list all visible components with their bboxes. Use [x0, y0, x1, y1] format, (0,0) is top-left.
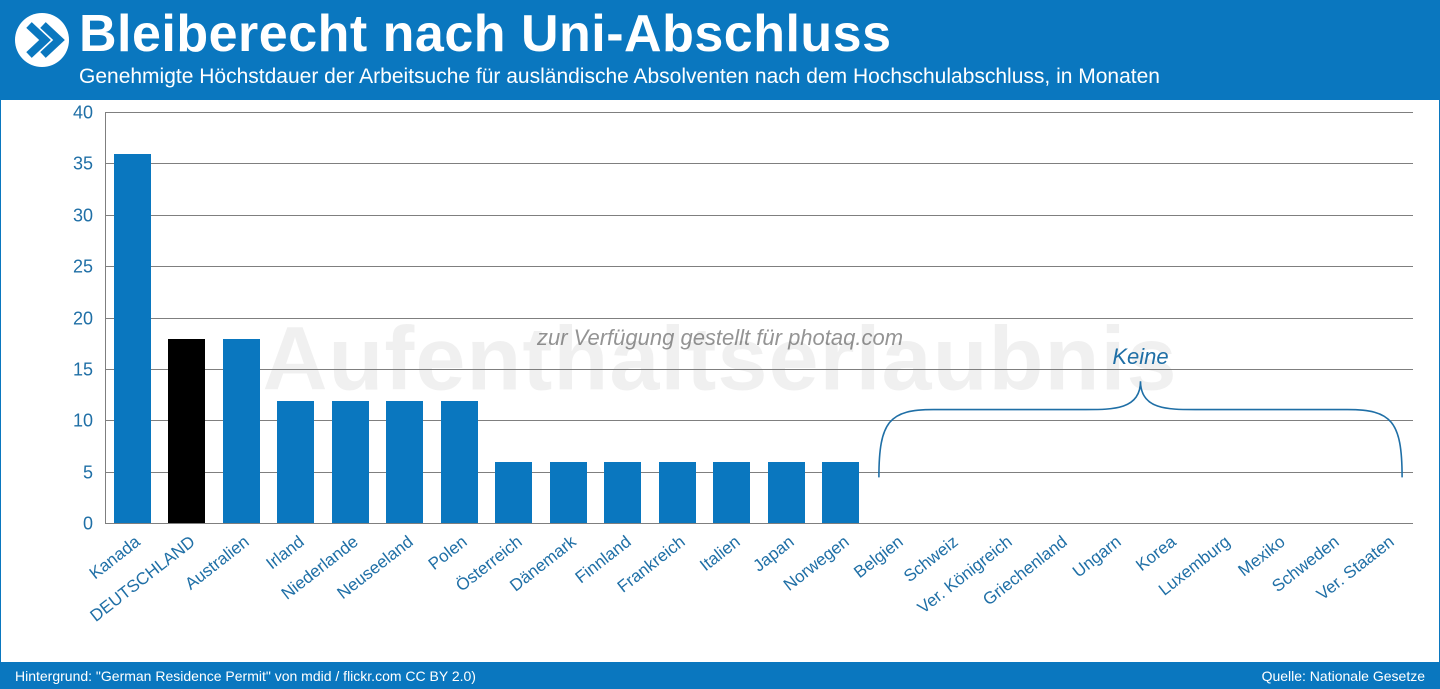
- y-tick-label: 40: [73, 103, 105, 124]
- bar: [441, 401, 478, 524]
- plot-region: Keine 0510152025303540: [105, 113, 1413, 524]
- bar: [495, 462, 532, 524]
- x-axis-label: Irland: [262, 532, 308, 574]
- y-tick-label: 35: [73, 154, 105, 175]
- bar-slot: [1304, 113, 1359, 524]
- chart-title: Bleiberecht nach Uni-Abschluss: [79, 7, 1425, 62]
- chart-area: Aufenthaltserlaubnis Keine 0510152025303…: [19, 109, 1421, 654]
- bar: [223, 339, 260, 524]
- x-label-slot: Norwegen: [814, 526, 869, 654]
- bar-slot: [269, 113, 324, 524]
- bar-series: [105, 113, 1413, 524]
- x-label-slot: Dänemark: [541, 526, 596, 654]
- bar-slot: [1195, 113, 1250, 524]
- bar: [114, 154, 151, 524]
- bar: [168, 339, 205, 524]
- bar: [713, 462, 750, 524]
- chart-subtitle: Genehmigte Höchstdauer der Arbeitsuche f…: [79, 64, 1425, 90]
- x-axis-labels: KanadaDEUTSCHLANDAustralienIrlandNiederl…: [105, 526, 1413, 654]
- x-label-slot: Japan: [759, 526, 814, 654]
- bar-slot: [541, 113, 596, 524]
- x-label-slot: Italien: [705, 526, 760, 654]
- footer-credit-right: Quelle: Nationale Gesetze: [1262, 668, 1425, 684]
- bar-slot: [759, 113, 814, 524]
- bar-slot: [378, 113, 433, 524]
- bar-slot: [1141, 113, 1196, 524]
- bar: [822, 462, 859, 524]
- title-block: Bleiberecht nach Uni-Abschluss Genehmigt…: [79, 7, 1425, 90]
- bar-slot: [1250, 113, 1305, 524]
- x-label-slot: Frankreich: [650, 526, 705, 654]
- y-tick-label: 25: [73, 257, 105, 278]
- y-tick-label: 20: [73, 308, 105, 329]
- x-axis-label: Polen: [425, 532, 472, 575]
- y-tick-label: 10: [73, 411, 105, 432]
- y-tick-label: 5: [83, 462, 105, 483]
- y-tick-label: 30: [73, 205, 105, 226]
- bar-slot: [432, 113, 487, 524]
- bar: [386, 401, 423, 524]
- bar: [768, 462, 805, 524]
- x-label-slot: Belgien: [868, 526, 923, 654]
- x-label-slot: Luxemburg: [1195, 526, 1250, 654]
- x-axis-line: [105, 523, 1413, 524]
- bar-slot: [323, 113, 378, 524]
- x-label-slot: Australien: [214, 526, 269, 654]
- bar-slot: [105, 113, 160, 524]
- bar: [550, 462, 587, 524]
- x-label-slot: Neuseeland: [378, 526, 433, 654]
- bar-slot: [650, 113, 705, 524]
- bar-slot: [596, 113, 651, 524]
- bar-slot: [1032, 113, 1087, 524]
- bar-slot: [160, 113, 215, 524]
- x-label-slot: Ver. Staaten: [1359, 526, 1414, 654]
- y-tick-label: 0: [83, 514, 105, 535]
- header-bar: Bleiberecht nach Uni-Abschluss Genehmigt…: [1, 1, 1439, 100]
- bar-slot: [1359, 113, 1414, 524]
- bar: [604, 462, 641, 524]
- bar-slot: [487, 113, 542, 524]
- y-axis-line: [105, 113, 106, 524]
- bar: [659, 462, 696, 524]
- oecd-chevron-logo: [15, 13, 69, 67]
- bar-slot: [923, 113, 978, 524]
- bar-slot: [214, 113, 269, 524]
- bar-slot: [705, 113, 760, 524]
- bar-slot: [814, 113, 869, 524]
- bar: [332, 401, 369, 524]
- x-label-slot: Ungarn: [1086, 526, 1141, 654]
- bar: [277, 401, 314, 524]
- x-label-slot: DEUTSCHLAND: [160, 526, 215, 654]
- bar-slot: [977, 113, 1032, 524]
- bar-slot: [868, 113, 923, 524]
- bar-slot: [1086, 113, 1141, 524]
- infographic-card: Bleiberecht nach Uni-Abschluss Genehmigt…: [0, 0, 1440, 689]
- x-label-slot: Griechenland: [1032, 526, 1087, 654]
- y-tick-label: 15: [73, 359, 105, 380]
- footer-credit-left: Hintergrund: "German Residence Permit" v…: [15, 668, 476, 684]
